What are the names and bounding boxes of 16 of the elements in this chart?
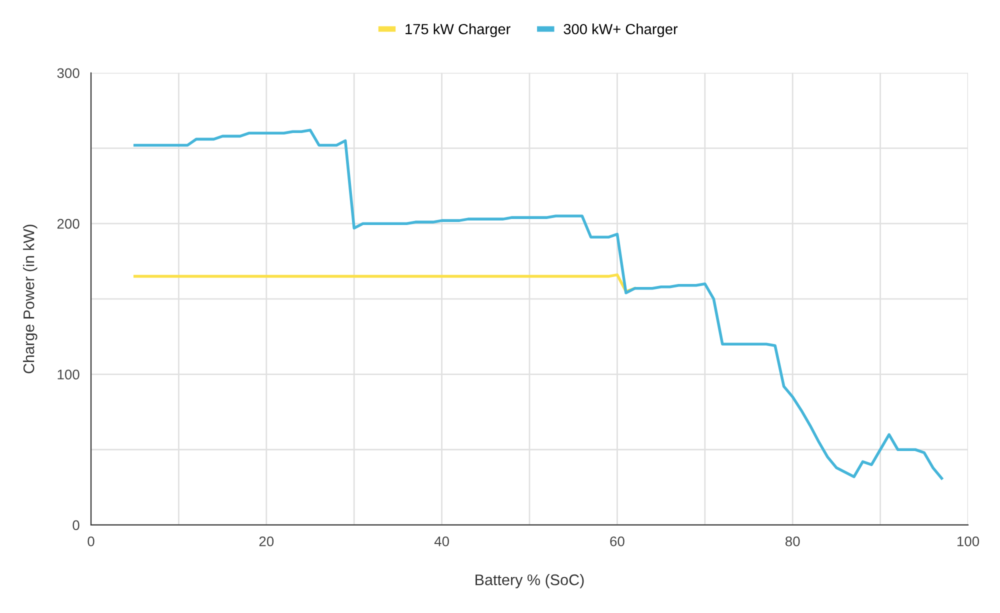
x-tick-label: 40 xyxy=(434,536,449,546)
line-series xyxy=(133,128,944,480)
legend-label: 300 kW+ Charger xyxy=(564,24,678,38)
y-axis-title: Charge Power (in kW) xyxy=(23,224,38,374)
x-axis-title: Battery % (SoC) xyxy=(476,574,584,588)
line-series xyxy=(133,273,636,293)
x-tick-label: 60 xyxy=(610,536,624,546)
x-tick-label: 0 xyxy=(88,536,94,546)
x-tick-label: 100 xyxy=(957,536,980,546)
y-tick-label: 0 xyxy=(72,520,80,530)
y-tick-label: 100 xyxy=(58,370,80,380)
y-tick-label: 300 xyxy=(57,68,80,78)
x-tick-label: 20 xyxy=(259,536,274,546)
legend-label: 175 kW Charger xyxy=(406,24,510,38)
y-tick-label: 200 xyxy=(57,218,80,229)
x-tick-label: 80 xyxy=(785,536,800,546)
